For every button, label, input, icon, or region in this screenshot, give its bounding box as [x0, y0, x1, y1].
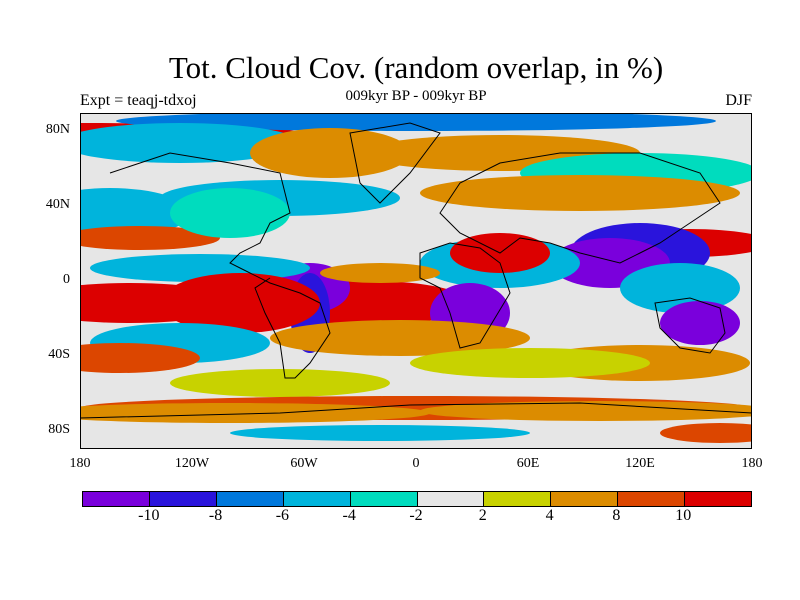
contour-region [660, 423, 752, 443]
contour-region [80, 403, 430, 423]
chart-subtitle: 009kyr BP - 009kyr BP [345, 88, 487, 104]
colorbar-swatch [685, 492, 752, 506]
colorbar-swatch [350, 492, 418, 506]
colorbar-swatch [283, 492, 351, 506]
contour-region [170, 369, 390, 397]
y-tick: 80S [48, 422, 70, 437]
x-tick: 60E [516, 456, 540, 471]
colorbar-swatch [149, 492, 217, 506]
x-tick: 0 [412, 456, 420, 471]
y-tick: 0 [63, 272, 70, 287]
contour-region [80, 226, 220, 250]
contour-region [80, 123, 300, 163]
y-tick: 80N [45, 122, 70, 137]
contour-region [620, 263, 740, 313]
colorbar [82, 491, 752, 507]
x-tick: 60W [290, 456, 318, 471]
contour-region [230, 425, 530, 441]
colorbar-swatch [618, 492, 686, 506]
colorbar-label: 4 [545, 507, 554, 524]
contour-region [160, 273, 320, 333]
colorbar-label: 10 [675, 507, 692, 524]
colorbar-swatch [417, 492, 485, 506]
colorbar-swatch [83, 492, 150, 506]
contour-region [80, 343, 200, 373]
x-tick: 180 [741, 456, 763, 471]
contour-region [116, 113, 716, 131]
colorbar-label: 8 [612, 507, 621, 524]
colorbar-swatch [216, 492, 284, 506]
colorbar-label: -2 [409, 507, 423, 524]
contour-region [80, 188, 190, 238]
contour-region [420, 401, 752, 421]
map-frame [80, 113, 752, 449]
x-tick: 120E [625, 456, 655, 471]
chart-title: Tot. Cloud Cov. (random overlap, in %) [168, 50, 664, 85]
contour-region [320, 263, 440, 283]
contour-region [250, 128, 410, 178]
coastlines [80, 122, 752, 419]
colorbar-swatch [484, 492, 552, 506]
colorbar-label: -4 [342, 507, 356, 524]
y-tick: 40S [48, 347, 70, 362]
experiment-label: Expt = teaqj-tdxoj [80, 92, 197, 109]
colorbar-label: -6 [275, 507, 290, 524]
map-plot [80, 113, 752, 449]
colorbar-label: -8 [208, 507, 223, 524]
x-tick: 120W [174, 456, 210, 471]
colorbar-label: -10 [138, 507, 160, 524]
y-tick: 40N [45, 197, 70, 212]
colorbar-swatch [551, 492, 619, 506]
contour-region [660, 301, 740, 345]
contour-region [170, 188, 290, 238]
colorbar-label: 2 [478, 507, 487, 524]
contour-fills [80, 113, 752, 443]
contour-region [410, 348, 650, 378]
contour-region [420, 175, 740, 211]
season-label: DJF [725, 92, 752, 109]
x-tick: 180 [69, 456, 91, 471]
